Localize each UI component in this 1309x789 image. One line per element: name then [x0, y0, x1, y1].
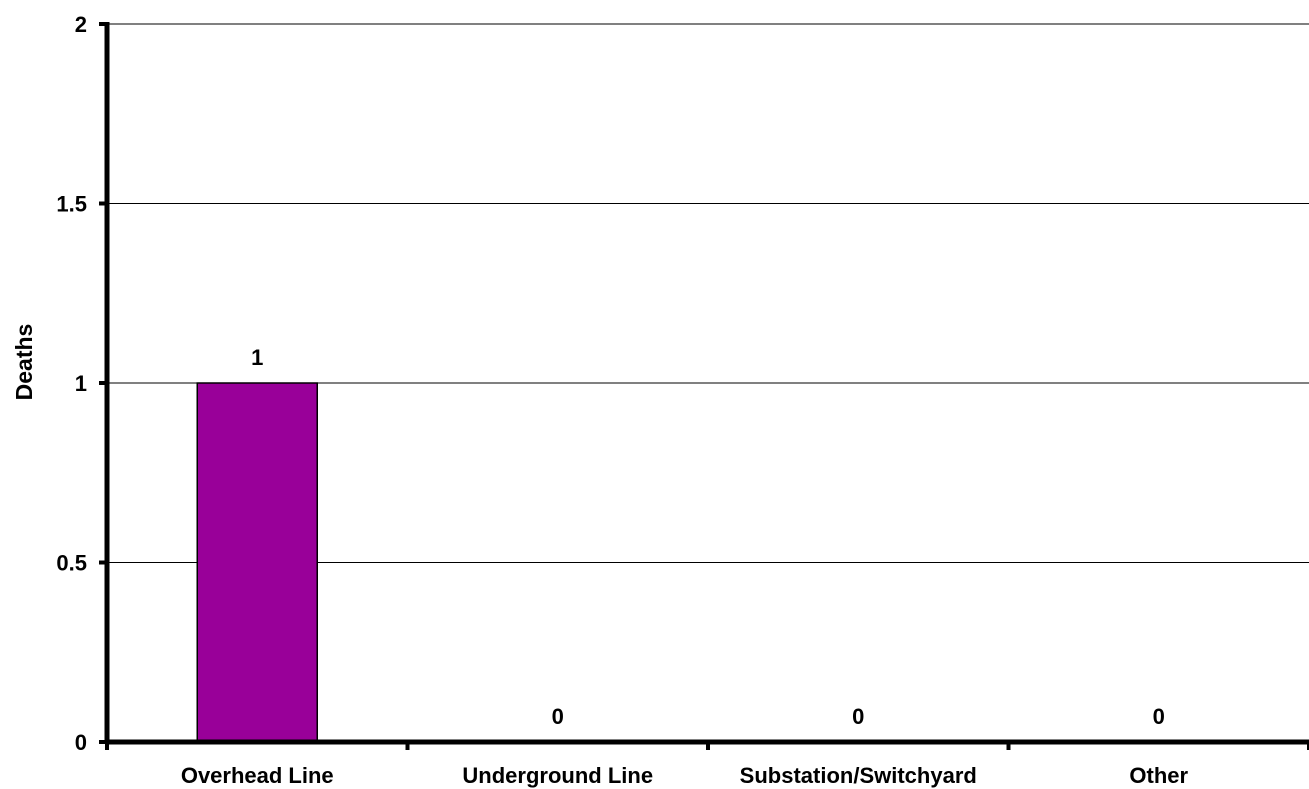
x-tick-label: Underground Line — [462, 763, 653, 788]
bar — [196, 382, 318, 743]
data-labels: 1 0 0 0 — [251, 345, 1165, 729]
x-tick-label: Other — [1129, 763, 1188, 788]
x-tick-labels: Overhead Line Underground Line Substation/… — [181, 763, 1189, 788]
y-tick-labels: 0 0.5 1 1.5 2 — [56, 12, 87, 755]
data-label: 0 — [1153, 704, 1165, 729]
y-tick-label: 2 — [75, 12, 87, 37]
y-axis-title: Deaths — [11, 324, 37, 401]
x-tick-label: Overhead Line — [181, 763, 334, 788]
y-tick-label: 0.5 — [56, 551, 87, 576]
data-label: 0 — [852, 704, 864, 729]
x-tick-label: Substation/Switchyard — [740, 763, 977, 788]
data-label: 0 — [552, 704, 564, 729]
y-tick-label: 1 — [75, 371, 87, 396]
axes — [99, 22, 1309, 750]
y-tick-label: 1.5 — [56, 192, 87, 217]
bars — [196, 382, 318, 743]
y-tick-label: 0 — [75, 730, 87, 755]
data-label: 1 — [251, 345, 263, 370]
